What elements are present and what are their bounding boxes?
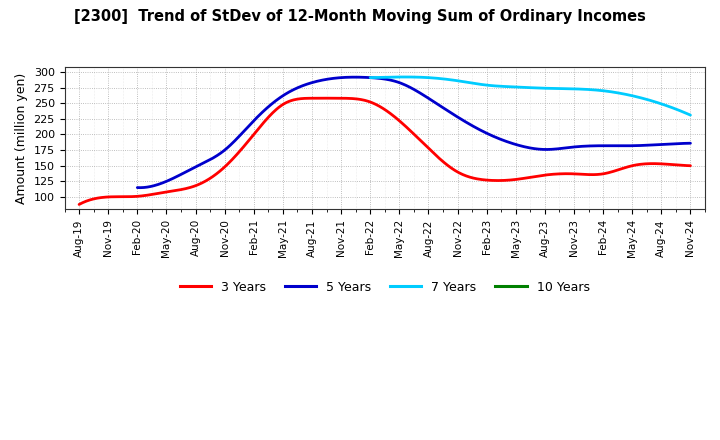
5 Years: [588, 143, 597, 148]
Line: 3 Years: 3 Years: [79, 98, 690, 205]
Text: [2300]  Trend of StDev of 12-Month Moving Sum of Ordinary Incomes: [2300] Trend of StDev of 12-Month Moving…: [74, 9, 646, 24]
7 Years: [557, 86, 566, 91]
3 Years: [686, 163, 695, 169]
7 Years: [521, 85, 529, 90]
Y-axis label: Amount (million yen): Amount (million yen): [15, 73, 28, 204]
5 Years: [434, 103, 443, 108]
5 Years: [686, 141, 695, 146]
5 Years: [133, 185, 142, 190]
3 Years: [75, 202, 84, 207]
5 Years: [464, 121, 473, 126]
3 Years: [370, 101, 379, 106]
5 Years: [401, 83, 410, 88]
5 Years: [675, 141, 684, 146]
7 Years: [518, 84, 527, 90]
5 Years: [135, 185, 144, 191]
3 Years: [407, 129, 415, 134]
3 Years: [323, 95, 331, 101]
7 Years: [686, 113, 695, 118]
7 Years: [400, 74, 409, 80]
7 Years: [540, 85, 549, 91]
3 Years: [440, 160, 449, 165]
Line: 7 Years: 7 Years: [370, 77, 690, 115]
Legend: 3 Years, 5 Years, 7 Years, 10 Years: 3 Years, 5 Years, 7 Years, 10 Years: [175, 275, 595, 298]
5 Years: [398, 81, 407, 86]
3 Years: [577, 172, 586, 177]
3 Years: [366, 99, 375, 105]
7 Years: [366, 75, 374, 80]
3 Years: [672, 162, 681, 168]
Line: 5 Years: 5 Years: [138, 77, 690, 188]
7 Years: [629, 93, 638, 99]
5 Years: [350, 74, 359, 80]
7 Years: [679, 110, 688, 115]
